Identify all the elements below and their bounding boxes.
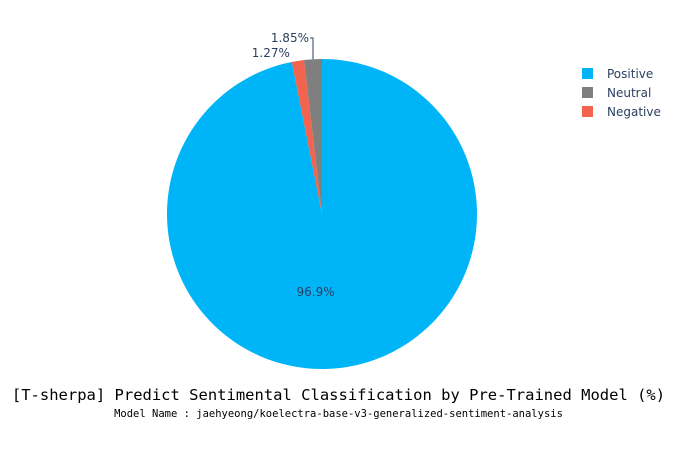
- legend-swatch-negative: [582, 106, 593, 117]
- chart-subtitle: Model Name : jaehyeong/koelectra-base-v3…: [114, 408, 563, 420]
- chart-title: [T-sherpa] Predict Sentimental Classific…: [11, 386, 666, 404]
- legend-item-positive[interactable]: Positive: [582, 67, 653, 81]
- legend-label-negative: Negative: [607, 105, 661, 119]
- slice-label-neutral: 1.85%: [271, 31, 309, 45]
- legend-label-positive: Positive: [607, 67, 653, 81]
- legend-swatch-neutral: [582, 87, 593, 98]
- legend-item-neutral[interactable]: Neutral: [582, 86, 651, 100]
- leader-line-neutral: [309, 37, 314, 60]
- legend-label-neutral: Neutral: [607, 86, 651, 100]
- legend: Positive Neutral Negative: [582, 67, 661, 119]
- pie-labels: 96.9% 1.27%1.85%: [252, 31, 335, 299]
- legend-swatch-positive: [582, 68, 593, 79]
- pie-slice-negative: [291, 60, 322, 214]
- legend-item-negative[interactable]: Negative: [582, 105, 661, 119]
- pie-slice-positive: [166, 59, 477, 369]
- slice-label-negative: 1.27%: [252, 46, 290, 60]
- pie-slice-neutral: [304, 59, 322, 214]
- slice-label-positive: 96.9%: [297, 285, 335, 299]
- pie-slices: [166, 59, 477, 369]
